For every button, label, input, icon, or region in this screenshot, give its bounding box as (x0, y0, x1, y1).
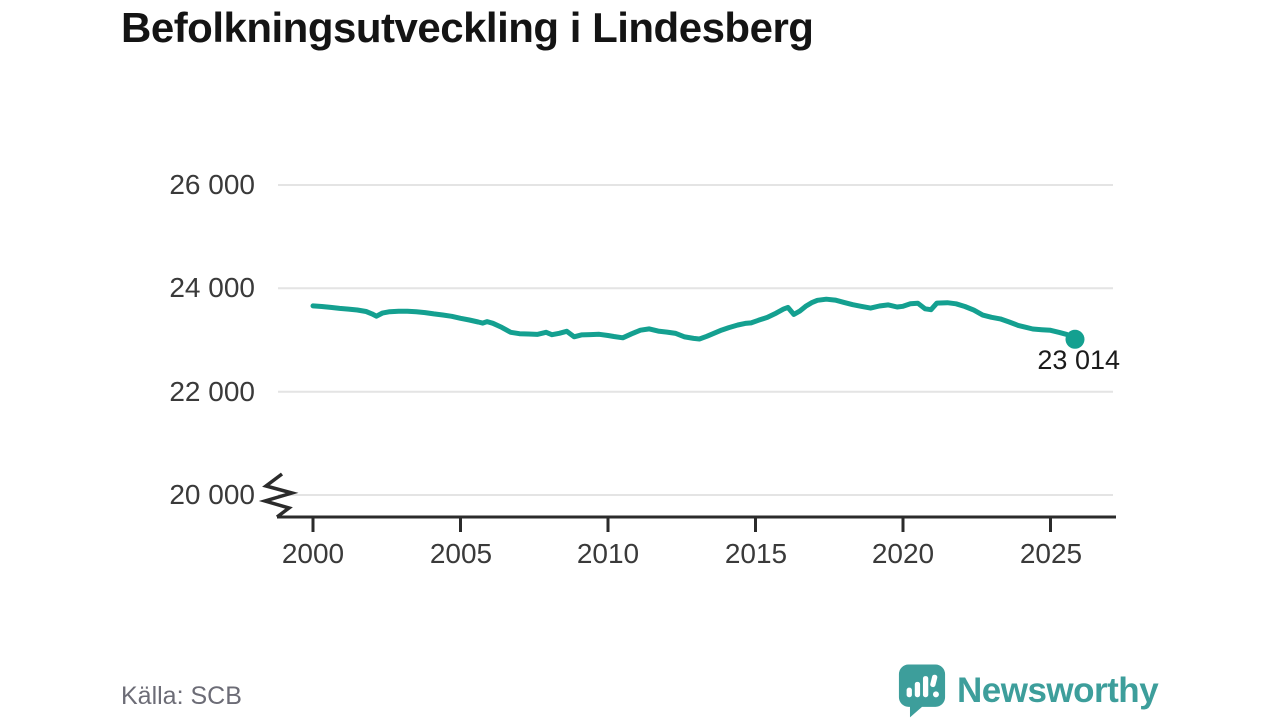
newsworthy-logo: Newsworthy (897, 662, 1159, 719)
x-tick-label: 2000 (281, 538, 345, 569)
x-tick-label: 2020 (871, 538, 935, 569)
y-tick-label: 26 000 (169, 169, 255, 200)
y-tick-label: 24 000 (169, 272, 255, 303)
axis-break-zigzag-icon (258, 472, 299, 519)
newsworthy-wordmark: Newsworthy (957, 670, 1159, 710)
x-tick-label: 2015 (724, 538, 788, 569)
x-tick-label: 2025 (1019, 538, 1083, 569)
newsworthy-logo-icon (898, 664, 946, 718)
chart-title: Befolkningsutveckling i Lindesberg (121, 4, 814, 51)
y-tick-label: 22 000 (169, 376, 255, 407)
y-tick-label: 20 000 (169, 479, 255, 510)
series-end-dot (1065, 329, 1085, 349)
source-label: Källa: SCB (121, 682, 242, 710)
x-tick-label: 2010 (576, 538, 640, 569)
x-tick-label: 2005 (429, 538, 493, 569)
end-value-label: 23 014 (1037, 345, 1120, 375)
population-series-line (310, 296, 1078, 342)
